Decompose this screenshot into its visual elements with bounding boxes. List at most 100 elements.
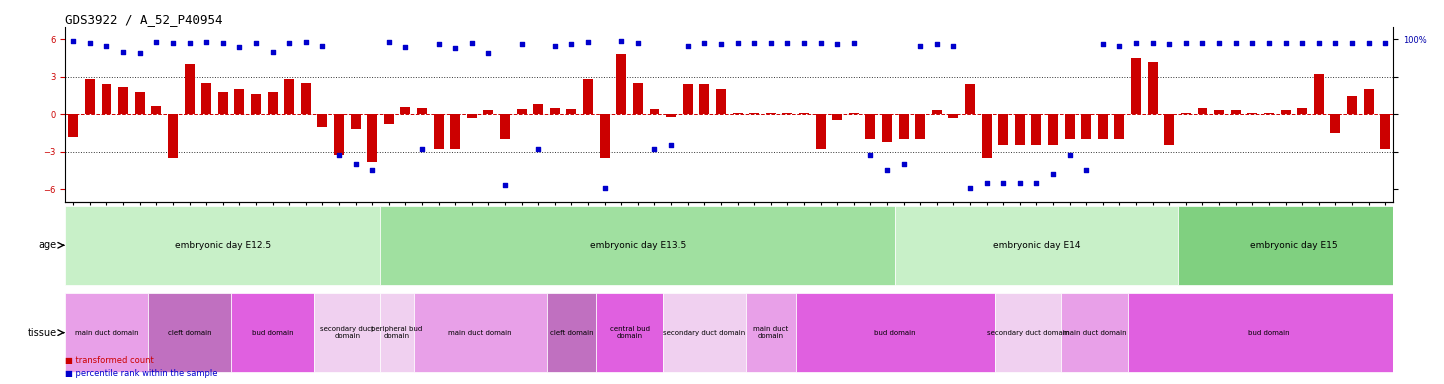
FancyBboxPatch shape bbox=[796, 293, 995, 372]
Bar bbox=[732, 113, 742, 114]
Point bbox=[609, 38, 632, 44]
Text: central bud
domain: central bud domain bbox=[609, 326, 650, 339]
Bar bbox=[1097, 114, 1108, 139]
Point bbox=[1307, 40, 1330, 46]
Bar bbox=[666, 114, 676, 117]
Bar bbox=[716, 89, 726, 114]
Bar bbox=[251, 94, 261, 114]
Point bbox=[742, 40, 765, 46]
Bar bbox=[201, 83, 211, 114]
FancyBboxPatch shape bbox=[995, 293, 1061, 372]
FancyBboxPatch shape bbox=[1061, 293, 1128, 372]
Point bbox=[1092, 41, 1115, 48]
FancyBboxPatch shape bbox=[65, 206, 381, 285]
Point bbox=[361, 167, 384, 174]
Text: tissue: tissue bbox=[27, 328, 56, 338]
Point bbox=[295, 39, 318, 45]
Point bbox=[560, 41, 583, 48]
Text: cleft domain: cleft domain bbox=[550, 329, 593, 336]
Bar bbox=[367, 114, 377, 162]
Point bbox=[510, 41, 533, 48]
Bar bbox=[1314, 74, 1324, 114]
FancyBboxPatch shape bbox=[231, 293, 315, 372]
Bar bbox=[1064, 114, 1074, 139]
Point bbox=[443, 45, 466, 51]
Bar bbox=[799, 113, 809, 114]
Bar bbox=[1363, 89, 1373, 114]
Point bbox=[842, 40, 865, 46]
Point bbox=[593, 185, 617, 191]
Bar bbox=[152, 106, 162, 114]
Bar bbox=[632, 83, 643, 114]
Point bbox=[244, 40, 267, 46]
Bar bbox=[284, 79, 295, 114]
Text: secondary duct domain: secondary duct domain bbox=[988, 329, 1069, 336]
FancyBboxPatch shape bbox=[1178, 206, 1411, 285]
Text: bud domain: bud domain bbox=[251, 329, 293, 336]
Point bbox=[494, 182, 517, 189]
Bar bbox=[816, 114, 826, 149]
Bar bbox=[68, 114, 78, 137]
FancyBboxPatch shape bbox=[1128, 293, 1411, 372]
Point bbox=[111, 49, 134, 55]
Bar bbox=[1248, 113, 1258, 114]
Point bbox=[1158, 41, 1181, 48]
Bar bbox=[1281, 111, 1291, 114]
Point bbox=[1041, 171, 1064, 177]
FancyBboxPatch shape bbox=[596, 293, 663, 372]
Bar bbox=[451, 114, 461, 149]
Point bbox=[1340, 40, 1363, 46]
Point bbox=[195, 39, 218, 45]
Bar bbox=[1214, 111, 1225, 114]
Bar bbox=[400, 107, 410, 114]
Point bbox=[1125, 40, 1148, 46]
Point bbox=[826, 41, 849, 48]
Point bbox=[1240, 40, 1264, 46]
Bar bbox=[1115, 114, 1125, 139]
Point bbox=[1025, 180, 1048, 186]
Bar bbox=[1197, 108, 1207, 114]
Point bbox=[992, 180, 1015, 186]
Point bbox=[129, 50, 152, 56]
Bar bbox=[849, 113, 859, 114]
Bar bbox=[500, 114, 510, 139]
Point bbox=[211, 40, 234, 46]
Bar bbox=[300, 83, 310, 114]
Bar bbox=[433, 114, 443, 149]
Bar bbox=[882, 114, 892, 142]
Bar bbox=[550, 108, 560, 114]
Bar bbox=[765, 113, 775, 114]
Point bbox=[144, 39, 168, 45]
Point bbox=[1008, 180, 1031, 186]
Point bbox=[477, 50, 500, 56]
Point bbox=[1291, 40, 1314, 46]
FancyBboxPatch shape bbox=[414, 293, 547, 372]
Point bbox=[643, 146, 666, 152]
Bar bbox=[1347, 96, 1357, 114]
Point bbox=[328, 152, 351, 159]
Point bbox=[277, 40, 300, 46]
Text: ■ transformed count: ■ transformed count bbox=[65, 356, 153, 365]
Bar bbox=[351, 114, 361, 129]
Text: cleft domain: cleft domain bbox=[168, 329, 211, 336]
Bar bbox=[931, 111, 941, 114]
Point bbox=[1207, 40, 1230, 46]
Point bbox=[1058, 152, 1082, 159]
Bar bbox=[566, 109, 576, 114]
FancyBboxPatch shape bbox=[381, 293, 414, 372]
Point bbox=[793, 40, 816, 46]
Point bbox=[875, 167, 898, 174]
Point bbox=[427, 41, 451, 48]
Text: secondary duct domain: secondary duct domain bbox=[663, 329, 745, 336]
Point bbox=[1274, 40, 1297, 46]
Point bbox=[1074, 167, 1097, 174]
Text: embryonic day E12.5: embryonic day E12.5 bbox=[175, 241, 271, 250]
FancyBboxPatch shape bbox=[381, 206, 895, 285]
Point bbox=[1225, 40, 1248, 46]
Point bbox=[178, 40, 201, 46]
Bar bbox=[85, 79, 95, 114]
Bar bbox=[832, 114, 842, 121]
Point bbox=[394, 44, 417, 50]
Point bbox=[228, 44, 251, 50]
Point bbox=[95, 43, 118, 49]
